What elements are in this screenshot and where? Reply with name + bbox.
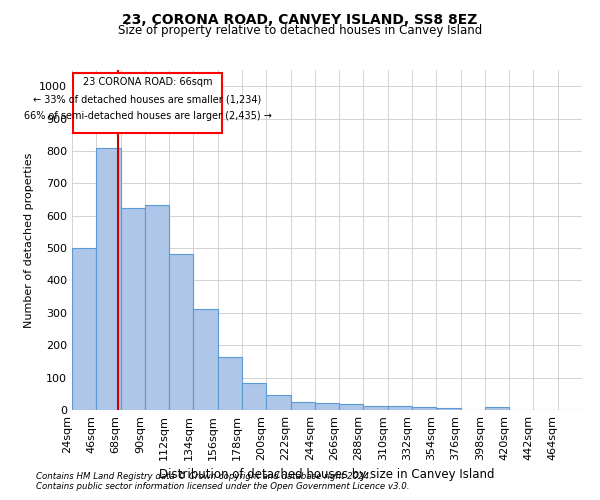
Bar: [218, 357, 242, 410]
Text: Contains HM Land Registry data © Crown copyright and database right 2024.: Contains HM Land Registry data © Crown c…: [36, 472, 372, 481]
Bar: [96, 148, 121, 410]
Text: Size of property relative to detached houses in Canvey Island: Size of property relative to detached ho…: [118, 24, 482, 37]
Bar: [72, 248, 96, 410]
Text: Contains public sector information licensed under the Open Government Licence v3: Contains public sector information licen…: [36, 482, 409, 491]
Bar: [412, 408, 436, 410]
Bar: [364, 406, 388, 410]
Bar: [193, 309, 218, 410]
Bar: [169, 254, 193, 410]
Text: ← 33% of detached houses are smaller (1,234): ← 33% of detached houses are smaller (1,…: [34, 95, 262, 105]
Text: 23 CORONA ROAD: 66sqm: 23 CORONA ROAD: 66sqm: [83, 76, 212, 86]
Bar: [339, 404, 364, 410]
Bar: [315, 403, 339, 410]
Bar: [436, 408, 461, 410]
Bar: [121, 208, 145, 410]
Bar: [73, 72, 222, 133]
Y-axis label: Number of detached properties: Number of detached properties: [23, 152, 34, 328]
Text: 66% of semi-detached houses are larger (2,435) →: 66% of semi-detached houses are larger (…: [23, 112, 272, 122]
Bar: [266, 395, 290, 410]
Bar: [242, 384, 266, 410]
Bar: [290, 402, 315, 410]
Text: 23, CORONA ROAD, CANVEY ISLAND, SS8 8EZ: 23, CORONA ROAD, CANVEY ISLAND, SS8 8EZ: [122, 12, 478, 26]
Bar: [145, 205, 169, 410]
Bar: [388, 406, 412, 410]
X-axis label: Distribution of detached houses by size in Canvey Island: Distribution of detached houses by size …: [159, 468, 495, 481]
Bar: [485, 407, 509, 410]
